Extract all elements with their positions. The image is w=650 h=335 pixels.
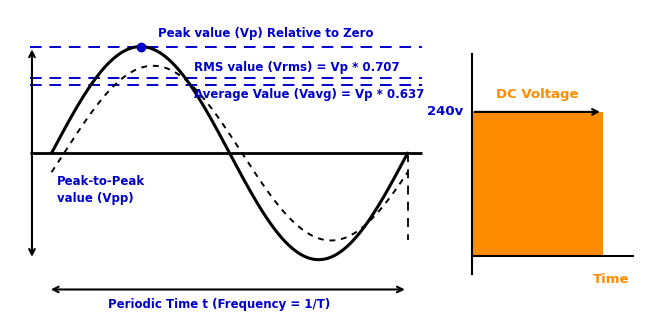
Text: Average Value (Vavg) = Vp * 0.637: Average Value (Vavg) = Vp * 0.637 [194,88,424,102]
Text: Peak value (Vp) Relative to Zero: Peak value (Vp) Relative to Zero [159,27,374,40]
Text: Periodic Time t (Frequency = 1/T): Periodic Time t (Frequency = 1/T) [108,298,330,311]
Text: DC Voltage: DC Voltage [496,88,578,102]
Text: RMS value (Vrms) = Vp * 0.707: RMS value (Vrms) = Vp * 0.707 [194,61,400,74]
Text: Peak-to-Peak
value (Vpp): Peak-to-Peak value (Vpp) [57,176,145,205]
Bar [472,112,603,256]
Text: Time: Time [592,273,629,286]
Text: 240v: 240v [428,106,463,118]
